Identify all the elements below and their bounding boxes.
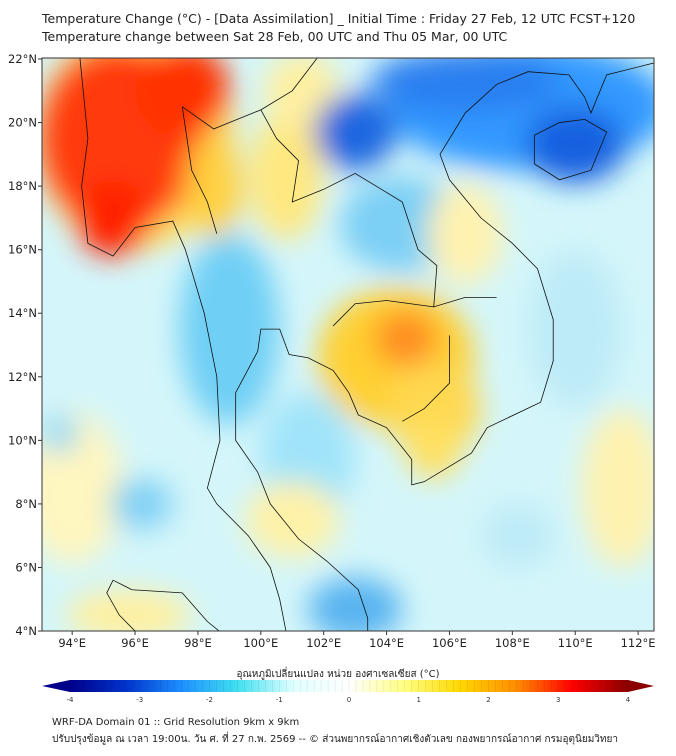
colorbar-tick-label: 2 — [486, 696, 490, 704]
temperature-field-region — [405, 414, 463, 479]
colorbar-tick-label: 3 — [556, 696, 560, 704]
temperature-field-region — [581, 408, 654, 568]
coastline-border — [181, 106, 218, 234]
colorbar-label: อุณหภูมิเปลี่ยนแปลง หน่วย องศาเซลเซียส (… — [236, 669, 440, 680]
temperature-field-region — [371, 58, 560, 114]
temperature-field-region — [528, 249, 623, 409]
coastline-border — [235, 440, 369, 631]
lon-tick-label: 112°E — [621, 636, 656, 650]
footer-model-info: WRF-DA Domain 01 :: Grid Resolution 9km … — [52, 717, 300, 728]
map-frame — [41, 57, 655, 632]
coastline-border — [402, 335, 450, 422]
lat-tick-label: 16°N — [8, 243, 37, 257]
colorbar: -4 -3 -2 -1 0 1 2 3 4 — [42, 680, 654, 704]
chart-title: Temperature Change (°C) - [Data Assimila… — [42, 11, 636, 26]
temperature-field-region — [109, 478, 173, 530]
lon-tick-label: 98°E — [184, 636, 212, 650]
lon-tick-label: 100°E — [243, 636, 278, 650]
temperature-field-region — [179, 233, 280, 425]
lat-tick-label: 8°N — [15, 497, 37, 511]
temperature-field-region — [374, 310, 437, 368]
lat-tick-label: 14°N — [8, 306, 37, 320]
temperature-field-region — [248, 112, 324, 241]
lat-tick-label: 4°N — [15, 624, 37, 638]
temperature-field-region — [308, 577, 403, 631]
coastline-border — [235, 62, 654, 486]
colorbar-tick-label: -3 — [136, 696, 143, 704]
colorbar-tick-label: -4 — [67, 696, 75, 704]
coastline-border — [332, 300, 434, 327]
lon-tick-label: 96°E — [121, 636, 149, 650]
temperature-field-region — [185, 135, 242, 237]
lon-tick-label: 110°E — [558, 636, 593, 650]
temperature-field-region — [524, 106, 626, 183]
temperature-field-region — [480, 503, 557, 568]
temperature-field-region — [314, 93, 396, 171]
coastline-border — [106, 580, 136, 631]
lon-tick-label: 108°E — [495, 636, 530, 650]
lat-tick-label: 18°N — [8, 179, 37, 193]
colorbar-tick-label: 1 — [417, 696, 421, 704]
temperature-field-region — [75, 179, 151, 257]
lat-tick-label: 10°N — [8, 433, 37, 447]
lon-tick-label: 106°E — [432, 636, 467, 650]
lat-tick-label: 22°N — [8, 52, 37, 66]
chart-subtitle: Temperature change between Sat 28 Feb, 0… — [42, 29, 508, 44]
temperature-field-region — [65, 589, 192, 631]
temperature-field-region — [264, 58, 340, 129]
lon-tick-label: 102°E — [306, 636, 341, 650]
temperature-field-region — [427, 182, 503, 285]
coastline-border — [79, 58, 287, 631]
colorbar-tick-label: 0 — [347, 696, 351, 704]
colorbar-min-extension — [42, 680, 70, 692]
lon-tick-label: 104°E — [369, 636, 404, 650]
temperature-field-region — [135, 58, 230, 139]
colorbar-gradient — [70, 680, 628, 692]
temperature-field-region — [42, 414, 79, 454]
lat-tick-label: 6°N — [15, 560, 37, 574]
colorbar-tick-label: -1 — [276, 696, 283, 704]
colorbar-tick-label: -2 — [206, 696, 213, 704]
colorbar-max-extension — [628, 680, 654, 692]
lat-tick-label: 12°N — [8, 370, 37, 384]
coastline-border — [260, 109, 497, 308]
coastline-border — [112, 579, 220, 631]
colorbar-tick-label: 4 — [626, 696, 631, 704]
coastline-border — [533, 118, 608, 181]
lon-tick-label: 94°E — [58, 636, 86, 650]
lat-tick-label: 20°N — [8, 116, 37, 130]
footer-update-info: ปรับปรุงข้อมูล ณ เวลา 19:00น. วัน ศ. ที่… — [52, 734, 618, 745]
temperature-field-region — [245, 481, 340, 558]
